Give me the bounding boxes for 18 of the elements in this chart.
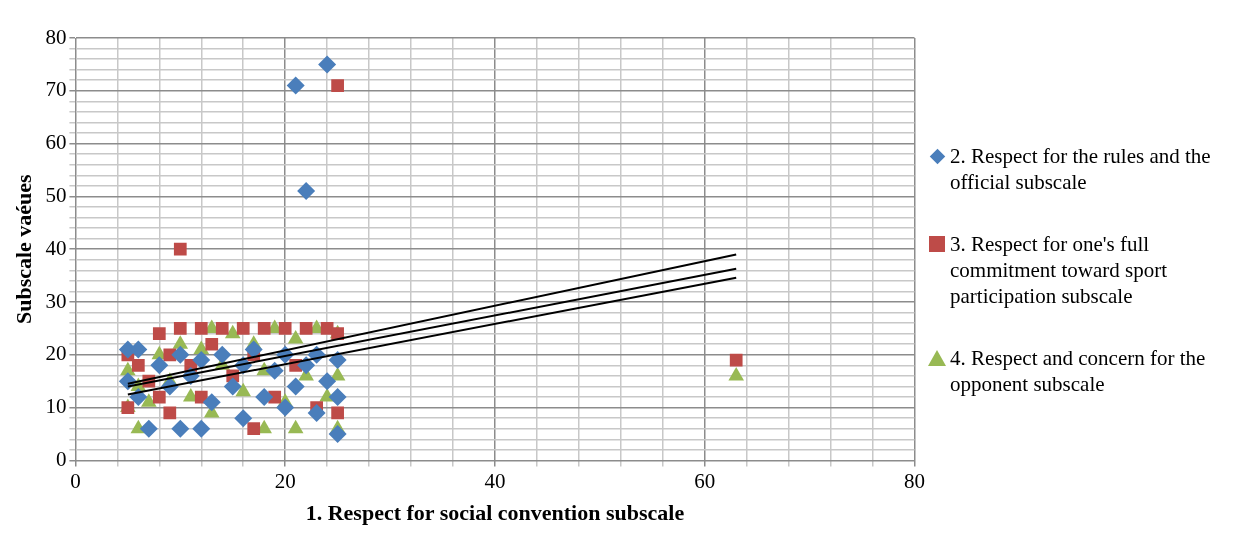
y-tick-label: 30 [45, 288, 67, 313]
legend-label: 4. Respect and concern for the opponent subscale [950, 345, 1207, 397]
x-tick-label: 60 [694, 468, 716, 493]
y-tick-label: 10 [45, 394, 67, 419]
x-tick-label: 80 [904, 468, 925, 493]
y-tick-label: 70 [45, 77, 67, 102]
y-tick-label: 40 [45, 235, 67, 260]
y-axis-title: Subscale vaéues [10, 173, 36, 325]
y-tick-label: 0 [55, 446, 67, 471]
x-axis-title: 1. Respect for social convention subscale [305, 500, 685, 526]
legend-label: 2. Respect for the rules and the official subscale [950, 143, 1212, 195]
legend-label: 3. Respect for one's full commitment toward sport participation subscale [950, 231, 1168, 309]
x-tick-label: 20 [274, 468, 296, 493]
y-tick-label: 80 [45, 24, 67, 49]
y-tick-label: 50 [45, 182, 67, 207]
y-tick-label: 20 [45, 341, 67, 366]
x-tick-label: 40 [484, 468, 506, 493]
y-tick-label: 60 [45, 130, 67, 155]
